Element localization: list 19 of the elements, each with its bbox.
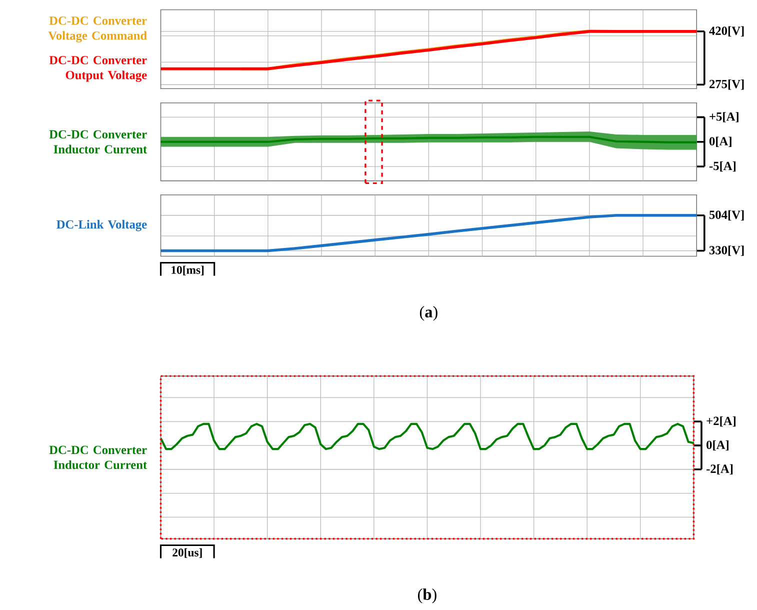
series-label: DC-DC Converter Output Voltage bbox=[49, 56, 147, 82]
series-label: DC-DC Converter Inductor Current bbox=[49, 446, 148, 470]
text: DC-DC Converter Voltage Command bbox=[48, 16, 147, 42]
text: (a) bbox=[420, 306, 438, 321]
y-tick-label: 275[V] bbox=[709, 80, 744, 90]
y-tick-label: 330[V] bbox=[709, 246, 744, 256]
y-tick-label: -2[A] bbox=[706, 464, 733, 475]
text: 10[ms] bbox=[172, 266, 204, 276]
y-tick-label: -5[A] bbox=[709, 161, 736, 172]
y-tick-label: +2[A] bbox=[706, 416, 736, 427]
y-tick-label: 0[A] bbox=[706, 440, 728, 451]
series-label: DC-Link Voltage bbox=[56, 220, 147, 232]
text: (b) bbox=[418, 588, 436, 604]
y-tick-label: 420[V] bbox=[709, 26, 744, 37]
y-tick-label: +5[A] bbox=[710, 112, 738, 122]
text: 20[us] bbox=[172, 548, 202, 558]
series-label: DC-DC Converter Inductor Current bbox=[49, 130, 148, 154]
y-tick-label: 0[A] bbox=[709, 136, 732, 148]
y-tick-label: 504[V] bbox=[709, 210, 744, 221]
